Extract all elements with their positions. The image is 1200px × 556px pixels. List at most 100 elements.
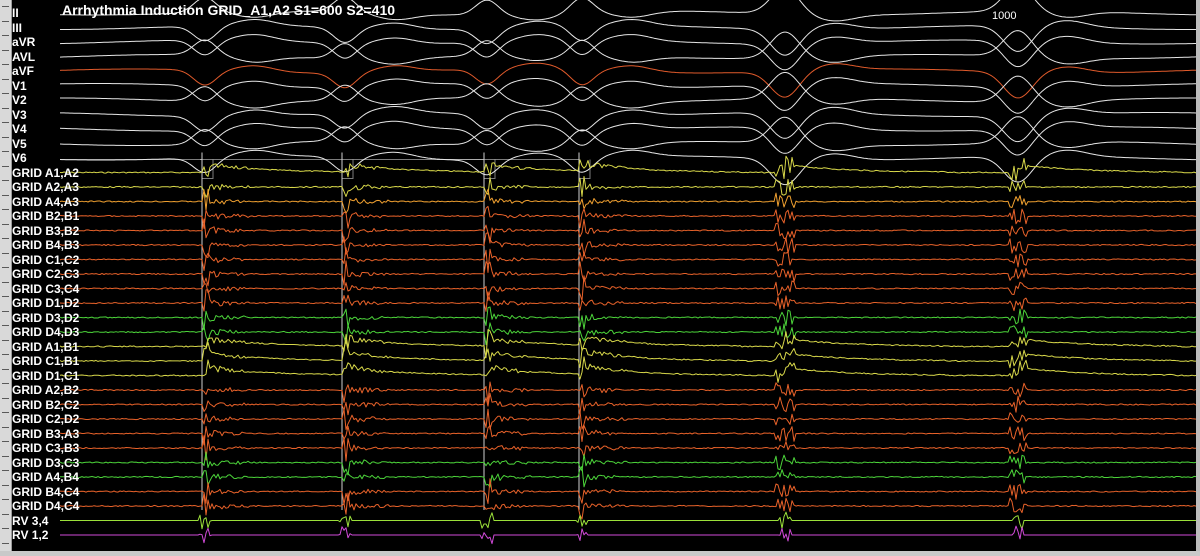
- ruler-tick: [2, 35, 9, 36]
- stimulus-step-trace: [342, 159, 496, 179]
- ruler-tick: [2, 93, 9, 94]
- ruler-tick: [2, 137, 9, 138]
- channel-trace: [60, 381, 1197, 403]
- channel-label[interactable]: II: [12, 6, 19, 20]
- channel-trace: [59, 465, 1197, 488]
- ruler-tick: [2, 543, 9, 544]
- channel-label[interactable]: GRID D4,C4: [12, 499, 80, 513]
- channel-label[interactable]: GRID B4,C4: [12, 485, 80, 499]
- ruler-tick: [2, 151, 9, 152]
- channel-label[interactable]: V4: [12, 122, 27, 136]
- channel-label[interactable]: GRID D3,C3: [12, 456, 80, 470]
- ruler-tick: [2, 180, 9, 181]
- ruler-tick: [2, 209, 9, 210]
- channel-label[interactable]: GRID A4,A3: [12, 195, 79, 209]
- channel-label[interactable]: RV 3,4: [12, 514, 49, 528]
- channel-label[interactable]: aVR: [12, 35, 36, 49]
- channel-label[interactable]: GRID A2,A3: [12, 180, 79, 194]
- channel-trace: [60, 19, 1196, 56]
- channel-label-column: II III aVR AVL aVF V1 V2 V3 V4 V5 V6 GRID A1,A2 GRID…: [12, 0, 142, 556]
- ruler-tick: [2, 238, 9, 239]
- channel-label[interactable]: GRID A1,B1: [12, 340, 79, 354]
- bottom-scrollbar[interactable]: [0, 551, 1200, 556]
- ruler-tick: [2, 412, 9, 413]
- ruler-tick: [2, 224, 9, 225]
- channel-trace: [59, 247, 1197, 273]
- channel-label[interactable]: GRID C3,B3: [12, 441, 80, 455]
- channel-label[interactable]: V2: [12, 93, 27, 107]
- channel-trace: [59, 34, 1196, 71]
- stimulus-step-trace: [60, 159, 214, 179]
- channel-trace: [59, 408, 1197, 430]
- channel-label[interactable]: V5: [12, 137, 27, 151]
- ruler-tick: [2, 64, 9, 65]
- ruler-tick: [2, 166, 9, 167]
- stimulus-step-trace: [200, 159, 354, 179]
- right-scroll-edge[interactable]: [1196, 0, 1200, 556]
- channel-label[interactable]: GRID D1,D2: [12, 296, 80, 310]
- ruler-tick: [2, 108, 9, 109]
- channel-trace: [59, 435, 1196, 462]
- channel-label[interactable]: GRID C1,C2: [12, 253, 80, 267]
- channel-trace: [59, 62, 1197, 99]
- channel-trace: [60, 525, 1196, 545]
- channel-label[interactable]: GRID B2,C2: [12, 398, 80, 412]
- channel-label[interactable]: GRID A1,A2: [12, 166, 79, 180]
- ruler-tick: [2, 311, 9, 312]
- channel-label[interactable]: GRID B2,B1: [12, 209, 80, 223]
- channel-label[interactable]: RV 1,2: [12, 528, 49, 542]
- channel-label[interactable]: AVL: [12, 50, 36, 64]
- channel-trace: [59, 425, 1197, 446]
- channel-trace: [60, 0, 1197, 22]
- channel-label[interactable]: aVF: [12, 64, 35, 78]
- channel-label[interactable]: V3: [12, 108, 27, 122]
- channel-label[interactable]: GRID D1,C1: [12, 369, 80, 383]
- channel-label[interactable]: GRID A2,B2: [12, 383, 79, 397]
- channel-trace: [60, 72, 1196, 109]
- channel-label[interactable]: GRID C1,B1: [12, 354, 80, 368]
- channel-trace: [59, 77, 1196, 114]
- channel-trace: [59, 232, 1197, 258]
- ruler-tick: [2, 398, 9, 399]
- channel-label[interactable]: GRID C2,C3: [12, 267, 80, 281]
- channel-label[interactable]: GRID A4,B4: [12, 470, 79, 484]
- ruler-tick: [2, 282, 9, 283]
- ruler-tick: [2, 528, 9, 529]
- ruler-tick: [2, 195, 9, 196]
- ruler-tick: [2, 296, 9, 297]
- ruler-tick: [2, 427, 9, 428]
- channel-label[interactable]: GRID D3,D2: [12, 311, 80, 325]
- channel-trace: [59, 451, 1197, 476]
- ruler-tick: [2, 514, 9, 515]
- channel-label[interactable]: GRID B3,B2: [12, 224, 80, 238]
- channel-trace: [59, 30, 1197, 65]
- channel-trace: [59, 340, 1196, 369]
- ruler-tick: [2, 267, 9, 268]
- channel-trace: [59, 260, 1196, 287]
- stimulus-step-trace: [437, 159, 591, 179]
- channel-label[interactable]: GRID C3,C4: [12, 282, 80, 296]
- channel-label[interactable]: GRID D4,D3: [12, 325, 80, 339]
- channel-trace: [59, 306, 1197, 330]
- ruler-tick: [2, 21, 9, 22]
- ruler-tick: [2, 499, 9, 500]
- ruler-tick: [2, 253, 9, 254]
- channel-label[interactable]: GRID B4,B3: [12, 238, 80, 252]
- channel-trace: [59, 188, 1197, 214]
- channel-label[interactable]: V6: [12, 151, 27, 165]
- left-ruler[interactable]: [0, 0, 12, 556]
- channel-label[interactable]: GRID B3,A3: [12, 427, 80, 441]
- channel-trace: [59, 116, 1197, 152]
- channel-trace: [59, 155, 1197, 182]
- channel-trace: [59, 478, 1197, 505]
- ruler-tick: [2, 383, 9, 384]
- channel-trace: [59, 149, 1196, 186]
- channel-label[interactable]: GRID C2,D2: [12, 412, 80, 426]
- channel-trace: [59, 356, 1197, 383]
- ruler-tick: [2, 441, 9, 442]
- channel-label[interactable]: V1: [12, 79, 27, 93]
- channel-label[interactable]: III: [12, 21, 23, 35]
- ruler-tick: [2, 340, 9, 341]
